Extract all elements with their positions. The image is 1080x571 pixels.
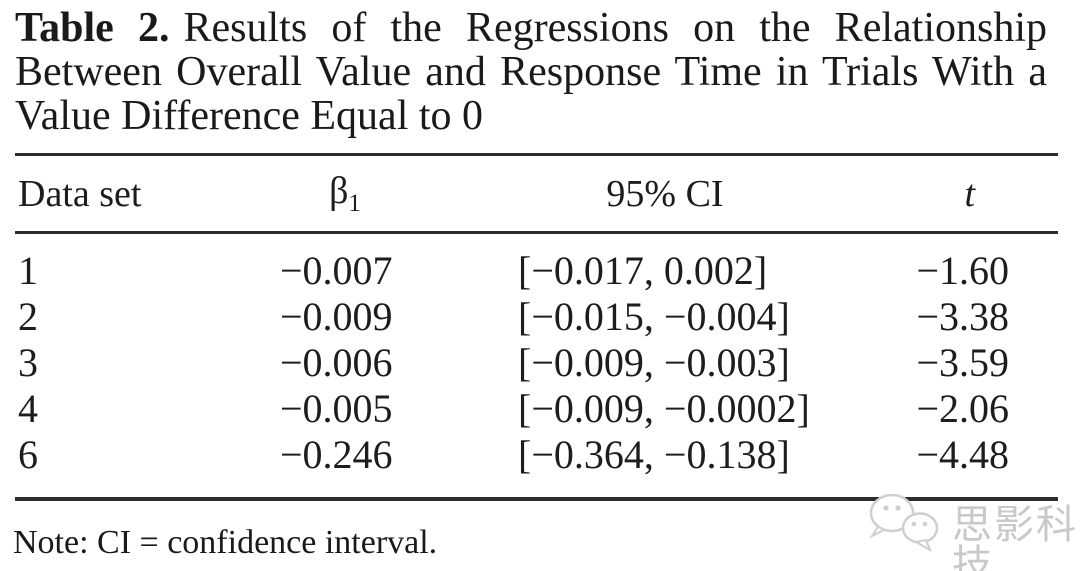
cell-ci: [−0.015, −0.004] — [518, 294, 790, 339]
cell-ci: [−0.364, −0.138] — [518, 432, 790, 477]
table-note: Note: CI = confidence interval. — [13, 524, 438, 561]
table-row: 6 −0.246 [−0.364, −0.138] −4.48 — [15, 431, 1058, 477]
table-body: 1 −0.007 [−0.017, 0.002] −1.60 2 −0.009 … — [15, 234, 1058, 477]
table-top-rule — [15, 153, 1058, 156]
cell-t: −1.60 — [916, 248, 1009, 293]
table-row: 4 −0.005 [−0.009, −0.0002] −2.06 — [15, 385, 1058, 431]
cell-t: −4.48 — [916, 432, 1009, 477]
table-title-label: Table 2. — [15, 5, 170, 51]
cell-dataset: 2 — [18, 294, 38, 339]
table-title-text: Results of the Regressions on the Relati… — [15, 5, 1048, 139]
cell-beta: −0.007 — [280, 248, 393, 293]
cell-dataset: 1 — [18, 248, 38, 293]
column-header-t: t — [964, 172, 975, 215]
cell-ci: [−0.009, −0.003] — [518, 340, 790, 385]
cell-t: −2.06 — [916, 386, 1009, 431]
cell-t: −3.59 — [916, 340, 1009, 385]
beta-subscript: 1 — [348, 190, 361, 217]
column-header-ci: 95% CI — [606, 172, 724, 215]
cell-dataset: 4 — [18, 386, 38, 431]
watermark-label: 思影科技 — [952, 502, 1078, 571]
table-bottom-rule — [15, 497, 1058, 501]
table-header-rule — [15, 231, 1058, 234]
table-row: 3 −0.006 [−0.009, −0.003] −3.59 — [15, 339, 1058, 385]
table-row: 1 −0.007 [−0.017, 0.002] −1.60 — [15, 247, 1058, 293]
cell-dataset: 3 — [18, 340, 38, 385]
table-row: 2 −0.009 [−0.015, −0.004] −3.38 — [15, 293, 1058, 339]
column-header-dataset: Data set — [18, 172, 142, 215]
table-title: Table 2. Results of the Regressions on th… — [15, 6, 1047, 138]
cell-dataset: 6 — [18, 432, 38, 477]
cell-beta: −0.246 — [280, 432, 393, 477]
cell-t: −3.38 — [916, 294, 1009, 339]
cell-ci: [−0.009, −0.0002] — [518, 386, 810, 431]
watermark: 思影科技 — [862, 486, 1080, 571]
cell-beta: −0.005 — [280, 386, 393, 431]
wechat-icon — [869, 493, 939, 553]
column-header-beta1: β1 — [329, 170, 361, 217]
table-header-row: Data set β1 95% CI t — [15, 156, 1058, 231]
cell-ci: [−0.017, 0.002] — [518, 248, 768, 293]
cell-beta: −0.009 — [280, 294, 393, 339]
cell-beta: −0.006 — [280, 340, 393, 385]
